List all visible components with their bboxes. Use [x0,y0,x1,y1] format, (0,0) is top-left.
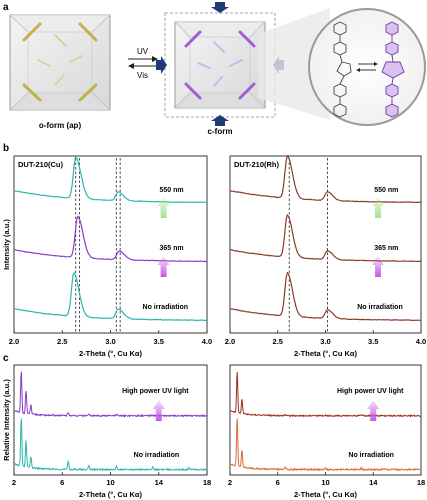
chart4-series-line [229,418,422,472]
chart4-tick-label: 18 [417,478,425,487]
chart1-annotation-none: No irradiation [143,304,189,311]
chart1-vis-arrow-icon [157,197,170,218]
charts-layer: 2.0 2.5 3.0 3.5 4.0 2-Theta (°, Cu Kα) Intensi… [2,154,426,499]
c-form-label: c-form [208,127,233,136]
chart1-tick-label: 2.0 [9,337,19,346]
panel-letter-a: a [3,2,9,13]
chart1-title: DUT-210(Cu) [18,160,64,169]
chart3-tick-label: 6 [60,478,64,487]
uv-label: UV [137,47,149,56]
chart3-tick-label: 10 [106,478,114,487]
chart3-annotation-uv: High power UV light [122,388,189,395]
chart3-tick-label: 2 [12,478,16,487]
molecule-inset [308,8,426,126]
chart2-tick-label: 2.5 [273,337,283,346]
chart2-tick-label: 2.0 [225,337,235,346]
chart4-tick-label: 2 [228,478,232,487]
vis-label: Vis [137,71,148,80]
chart1-x-axis-label: 2-Theta (°, Cu Kα) [79,349,143,358]
chart4-tick-label: 14 [369,478,378,487]
chart4-x-axis-label: 2-Theta (°, Cu Kα) [294,490,358,499]
chart2-annotation-365: 365 nm [374,245,398,252]
chart2-annotation-none: No irradiation [357,304,403,311]
c-form-cube [164,12,276,118]
chart4-tick-label: 10 [321,478,329,487]
chart1-series-line [13,214,208,263]
o-form-cube [9,14,111,111]
chart2-series-line [229,271,422,322]
chart2-series-line [229,154,422,204]
chart4-annotation-none: No irradiation [348,452,394,459]
chart3-series-line [13,371,208,418]
o-form-label: o-form (ap) [39,121,82,130]
chart1-tick-label: 4.0 [202,337,212,346]
switch-arrows [128,56,158,69]
chart2-vis-arrow-icon [372,197,385,218]
chart1-tick-label: 2.5 [57,337,67,346]
chart2-tick-label: 4.0 [416,337,426,346]
chart4-uv-arrow-icon [367,400,380,421]
chart1-tick-label: 3.0 [105,337,115,346]
chart3-y-axis-label: Relative Intensity (a.u.) [2,379,11,461]
chart2-annotation-550: 550 nm [374,187,398,194]
chart2-uv-arrow-icon [372,256,385,277]
chart2-x-axis-label: 2-Theta (°, Cu Kα) [294,349,358,358]
chart2-series-line [229,213,422,263]
chart3-uv-arrow-icon [152,400,165,421]
chart1-series-line [13,156,208,204]
chart3-x-axis-label: 2-Theta (°, Cu Kα) [79,490,143,499]
chart3-tick-label: 14 [155,478,164,487]
chart1-y-axis-label: Intensity (a.u.) [2,219,11,270]
panel-letter-c: c [3,353,9,364]
chart4-tick-label: 6 [276,478,280,487]
chart4-annotation-uv: High power UV light [337,388,404,395]
zoom-wedge [258,8,330,120]
panel-letter-b: b [3,143,9,154]
chart3-annotation-none: No irradiation [134,452,180,459]
chart2-tick-label: 3.0 [320,337,330,346]
chart3-tick-label: 18 [203,478,211,487]
chart4-series-line [229,371,421,418]
chart1-annotation-365: 365 nm [160,245,184,252]
chart1-series-line [13,271,208,322]
chart1-tick-label: 3.5 [154,337,164,346]
chart1-annotation-550: 550 nm [160,187,184,194]
chart2-title: DUT-210(Rh) [234,160,280,169]
chart1-uv-arrow-icon [157,256,170,277]
chart2-tick-label: 3.5 [368,337,378,346]
chart3-series-line [13,418,207,472]
